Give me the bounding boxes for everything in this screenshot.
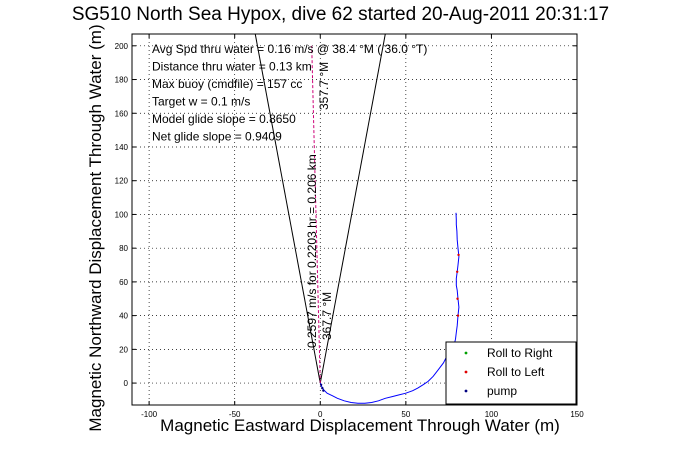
annotation-line: Max buoy (cmdfile) = 157 cc	[152, 77, 302, 91]
x-tick-label: -50	[229, 410, 241, 419]
axes: -100 -50 0 50 100 150 0 20 40 60 80 100 120 140 160 180…	[115, 33, 584, 419]
y-tick-label: 60	[119, 278, 128, 287]
y-tick-label: 0	[124, 379, 129, 388]
model-heading-line	[311, 45, 321, 384]
x-tick-label: 50	[401, 410, 410, 419]
x-tick-label: 0	[318, 410, 323, 419]
legend: Roll to Right Roll to Left pump	[445, 341, 577, 405]
legend-box	[445, 341, 577, 405]
y-tick-label: 120	[115, 177, 129, 186]
y-tick-label: 20	[119, 345, 128, 354]
legend-label: pump	[487, 384, 517, 398]
roll-left-point	[457, 253, 460, 257]
annotations: Avg Spd thru water = 0.16 m/s @ 38.4 °M …	[152, 42, 427, 348]
legend-label: Roll to Right	[487, 346, 553, 360]
x-tick-label: 150	[570, 410, 584, 419]
annotation-line: Distance thru water = 0.13 km	[152, 60, 312, 74]
x-tick-label: -100	[141, 410, 158, 419]
data-series	[311, 45, 460, 404]
roll-left-point	[456, 314, 460, 317]
roll-left-point	[456, 297, 459, 300]
y-tick-label: 80	[119, 244, 128, 253]
legend-marker	[464, 370, 468, 374]
x-tick-label: 100	[485, 410, 499, 419]
y-tick-label: 40	[119, 312, 128, 321]
track-line	[319, 212, 460, 404]
heading-guides	[254, 33, 386, 384]
annotation-line: Net glide slope = 0.9409	[152, 130, 282, 144]
heading-ray-right	[319, 33, 386, 384]
annotation-line: Avg Spd thru water = 0.16 m/s @ 38.4 °M …	[152, 42, 427, 56]
y-tick-label: 160	[115, 109, 129, 118]
annotation-line: Model glide slope = 0.8650	[152, 112, 296, 126]
heading-ray-left	[254, 33, 321, 384]
rotated-annotation: 357.7 °M	[317, 62, 331, 110]
rotated-annotation: 367.7 °M	[320, 292, 334, 340]
y-tick-label: 100	[115, 210, 129, 219]
pump-point	[319, 383, 323, 386]
y-tick-label: 140	[115, 143, 129, 152]
chart-title: SG510 North Sea Hypox, dive 62 started 2…	[71, 4, 610, 25]
legend-label: Roll to Left	[487, 365, 545, 379]
rotated-annotation: 0.2597 m/s for 0.2203 hr = 0.206 km	[305, 154, 319, 348]
pump-point	[321, 386, 324, 390]
axes-frame	[131, 33, 578, 406]
roll-left-point	[455, 270, 459, 273]
x-axis-label: Magnetic Eastward Displacement Through W…	[160, 416, 560, 435]
y-tick-label: 180	[115, 76, 129, 85]
annotation-line: Target w = 0.1 m/s	[152, 95, 250, 109]
legend-marker	[464, 351, 468, 355]
y-tick-label: 200	[115, 42, 129, 51]
legend-marker	[464, 389, 468, 393]
pump-point	[322, 389, 325, 392]
